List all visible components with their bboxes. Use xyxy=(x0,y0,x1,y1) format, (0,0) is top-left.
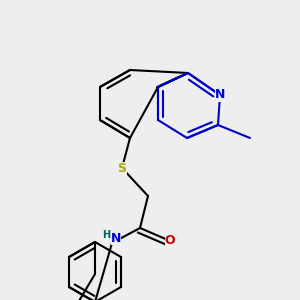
Text: N: N xyxy=(215,88,225,101)
Text: S: S xyxy=(118,161,127,175)
Text: O: O xyxy=(165,233,175,247)
Text: N: N xyxy=(111,232,121,244)
Text: H: H xyxy=(102,230,110,240)
